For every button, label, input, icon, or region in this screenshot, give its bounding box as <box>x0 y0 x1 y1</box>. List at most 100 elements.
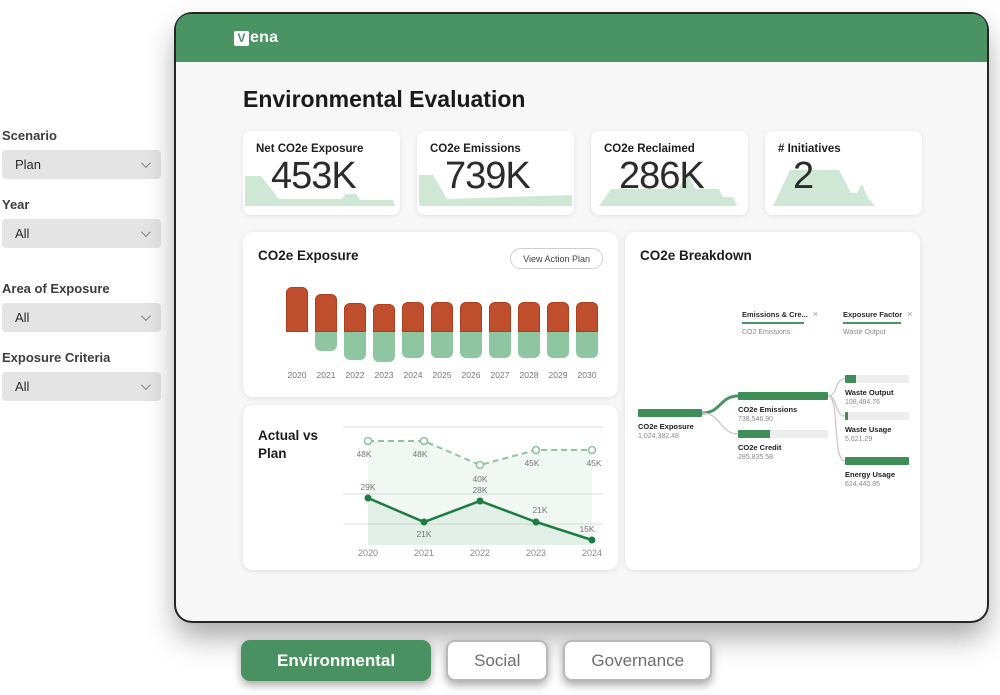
exposure-bar-green <box>402 332 424 358</box>
kpi-label: CO2e Reclaimed <box>604 143 695 155</box>
tree-node-bar <box>738 392 828 400</box>
kpi-sparkline <box>773 170 875 206</box>
svg-text:48K: 48K <box>412 449 427 459</box>
breakdown-title: CO2e Breakdown <box>640 248 752 263</box>
tree-node-co2e-emissions[interactable]: CO2e Emissions 738,546.90 <box>738 392 828 423</box>
exposure-bar-red <box>460 302 482 332</box>
close-icon[interactable]: × <box>907 309 913 319</box>
tree-node-value: 108,484.76 <box>845 399 881 406</box>
bar-year-label: 2023 <box>374 370 394 380</box>
exposure-bar-green <box>489 332 511 358</box>
tree-column-subtitle: Waste Output <box>843 329 886 336</box>
kpi-row: Net CO2e Exposure 453K CO2e Emissions 739K C… <box>243 131 922 215</box>
tree-node-label: Energy Usage <box>845 470 896 479</box>
tree-node-value: 285,835.58 <box>738 454 774 461</box>
svg-text:28K: 28K <box>472 485 487 495</box>
exposure-bar-red <box>576 302 598 332</box>
plan-chart-title: Actual vs Plan <box>258 428 319 462</box>
tree-node-bar <box>845 375 909 383</box>
kpi-card-net-co2e-exposure: Net CO2e Exposure 453K <box>243 131 400 215</box>
co2e-breakdown-card: CO2e Breakdown Emissions & Cre... × CO2 Em… <box>625 232 920 570</box>
tree-node-value: 738,546.90 <box>738 416 774 423</box>
tree-node-bar <box>738 430 828 438</box>
svg-text:2022: 2022 <box>470 548 490 558</box>
chevron-down-icon <box>140 380 151 391</box>
tree-column-underline <box>843 322 901 324</box>
filter-value-area-of-exposure: All <box>15 310 30 325</box>
chevron-down-icon <box>140 311 151 322</box>
kpi-label: Net CO2e Exposure <box>256 143 364 155</box>
bar-year-label: 2020 <box>287 370 307 380</box>
tree-node-label: CO2e Emissions <box>738 405 798 414</box>
tree-node-energy-usage[interactable]: Energy Usage 624,440.85 <box>845 457 909 488</box>
close-icon[interactable]: × <box>812 309 819 319</box>
filter-group-scenario: Scenario Plan <box>2 128 161 179</box>
filter-dropdown-year[interactable]: All <box>2 219 161 248</box>
bar-year-label: 2028 <box>519 370 539 380</box>
tab-governance[interactable]: Governance <box>563 640 713 681</box>
exposure-bar-green <box>431 332 453 358</box>
tree-node-label: Waste Output <box>845 388 894 397</box>
bar-year-label: 2025 <box>432 370 452 380</box>
svg-text:2021: 2021 <box>414 548 434 558</box>
tree-connectors <box>701 378 846 462</box>
bar-year-label: 2030 <box>577 370 597 380</box>
tree-node-bar-fill <box>845 375 856 383</box>
tree-node-waste-output[interactable]: Waste Output 108,484.76 <box>845 375 909 406</box>
exposure-bar-green <box>547 332 569 358</box>
filter-rail: Scenario Plan Year All Area of Exposure All Ex… <box>2 128 161 419</box>
svg-text:21K: 21K <box>416 529 431 539</box>
filter-dropdown-exposure-criteria[interactable]: All <box>2 372 161 401</box>
kpi-value: 286K <box>619 155 705 197</box>
chevron-down-icon <box>140 227 151 238</box>
co2e-exposure-card: CO2e Exposure View Action Plan 2020 2021 2… <box>243 232 618 397</box>
filter-dropdown-scenario[interactable]: Plan <box>2 150 161 179</box>
svg-text:48K: 48K <box>356 449 371 459</box>
exposure-bar-green <box>576 332 598 358</box>
tree-column-underline <box>742 322 804 324</box>
kpi-sparkline <box>419 175 572 206</box>
svg-text:29K: 29K <box>360 482 375 492</box>
kpi-value: 2 <box>793 155 814 197</box>
svg-text:2023: 2023 <box>526 548 546 558</box>
vena-logo: V ena <box>234 29 278 47</box>
bar-year-label: 2027 <box>490 370 510 380</box>
tree-column-emissions-cre: Emissions & Cre... × CO2 Emissions <box>742 309 819 336</box>
filter-dropdown-area-of-exposure[interactable]: All <box>2 303 161 332</box>
filter-group-year: Year All <box>2 197 161 248</box>
svg-text:40K: 40K <box>472 474 487 484</box>
kpi-card-co2e-emissions: CO2e Emissions 739K <box>417 131 574 215</box>
exposure-bar-red <box>286 287 308 332</box>
exposure-bar-red <box>373 304 395 332</box>
bar-year-label: 2021 <box>316 370 336 380</box>
tree-node-co2e-credit[interactable]: CO2e Credit 285,835.58 <box>738 430 828 461</box>
svg-text:45K: 45K <box>524 458 539 468</box>
exposure-bar-red <box>344 303 366 332</box>
exposure-bar-green <box>518 332 540 358</box>
tree-column-exposure-factor: Exposure Factor × Waste Output <box>843 310 918 336</box>
filter-label-scenario: Scenario <box>2 128 57 143</box>
tree-node-co2e-exposure[interactable]: CO2e Exposure 1,024,382.48 <box>638 409 702 440</box>
kpi-value: 453K <box>271 155 357 197</box>
tab-environmental[interactable]: Environmental <box>241 640 432 681</box>
exposure-bar-red <box>547 302 569 332</box>
view-action-plan-button[interactable]: View Action Plan <box>510 248 603 269</box>
tab-social[interactable]: Social <box>446 640 549 681</box>
tree-node-label: CO2e Credit <box>738 443 782 452</box>
kpi-value: 739K <box>445 155 531 197</box>
tree-node-bar-fill <box>845 457 909 465</box>
kpi-card-initiatives: # Initiatives 2 <box>765 131 922 215</box>
tree-node-bar-fill <box>845 412 848 420</box>
exposure-bar-red <box>431 302 453 332</box>
tree-node-waste-usage[interactable]: Waste Usage 5,621.29 <box>845 412 909 443</box>
filter-group-area-of-exposure: Area of Exposure All <box>2 281 161 332</box>
exposure-bar-red <box>489 302 511 332</box>
page-title: Environmental Evaluation <box>243 86 526 112</box>
exposure-bar-red <box>518 302 540 332</box>
kpi-sparkline <box>599 170 737 206</box>
actual-vs-plan-chart: 48K 48K 40K 45K 45K 29K 21K 28K 21K 15K 2020 2021 20… <box>343 426 603 558</box>
vena-logo-text: ena <box>250 29 279 46</box>
exposure-bar-green <box>344 332 366 360</box>
exposure-bar-red <box>402 302 424 332</box>
exposure-chart-title: CO2e Exposure <box>258 248 359 263</box>
